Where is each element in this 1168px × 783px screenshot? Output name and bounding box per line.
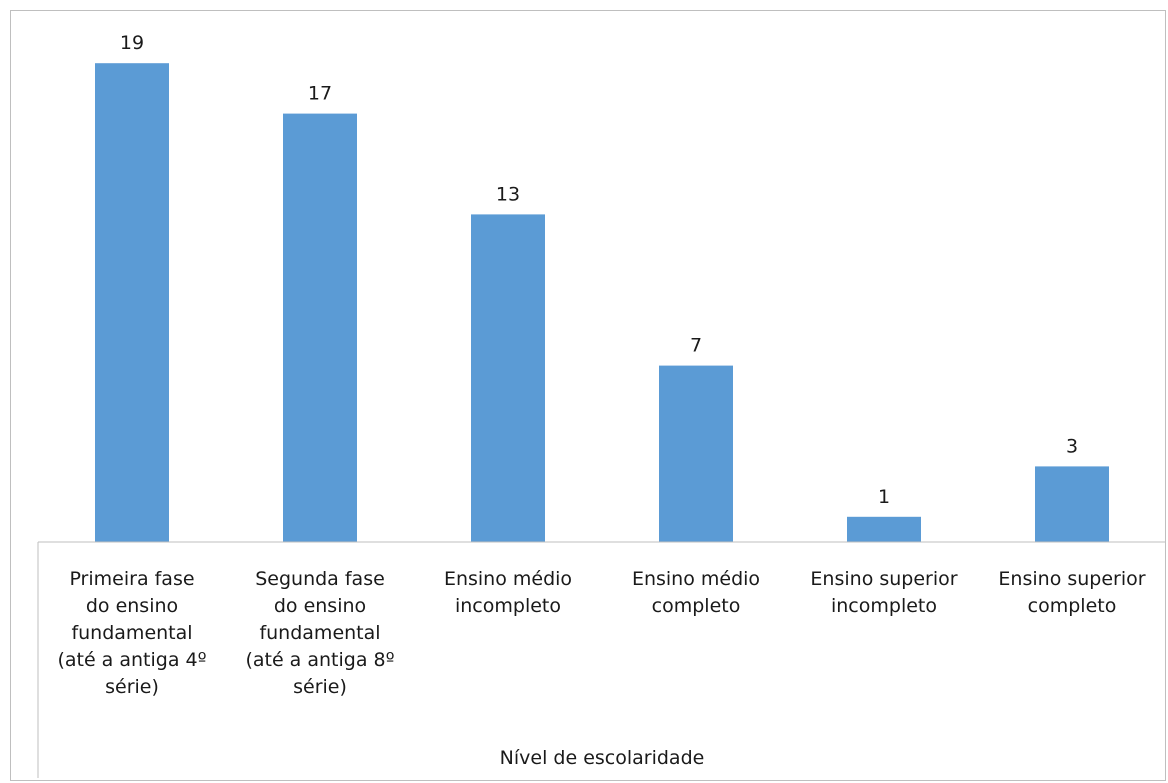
data-label-1: 19 (120, 32, 144, 54)
data-label-3: 13 (496, 183, 520, 205)
data-label-5: 1 (878, 486, 890, 508)
bar-3 (471, 214, 545, 542)
bars-layer (95, 63, 1109, 542)
bar-5 (847, 516, 921, 542)
data-label-2: 17 (308, 83, 332, 105)
bar-2 (283, 113, 357, 542)
category-label-4: Ensino médio completo (631, 568, 761, 617)
data-label-4: 7 (690, 335, 702, 357)
category-label-5: Ensino superior incompleto (810, 568, 958, 617)
x-axis-title: Nível de escolaridade (499, 747, 705, 769)
data-label-6: 3 (1066, 435, 1078, 457)
bar-6 (1035, 466, 1109, 542)
category-label-3: Ensino médio incompleto (443, 568, 573, 617)
category-axis (37, 541, 1166, 778)
bar-1 (95, 63, 169, 542)
category-label-6: Ensino superior completo (998, 568, 1146, 617)
category-label-1: Primeira fase do ensino fundamental (até… (57, 568, 207, 698)
chart-frame (10, 10, 1166, 781)
category-label-2: Segunda fase do ensino fundamental (até … (245, 568, 395, 698)
bar-4 (659, 365, 733, 542)
